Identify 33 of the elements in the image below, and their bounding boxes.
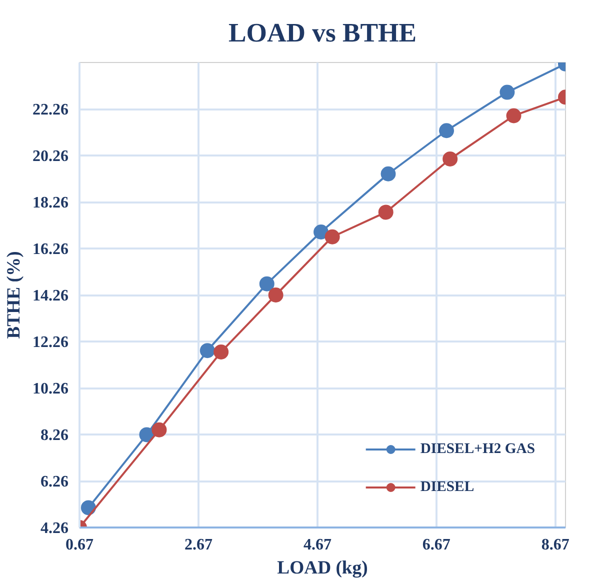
x-axis-title: LOAD (kg) [277, 558, 368, 578]
point [378, 204, 394, 220]
y-tick-label: 6.26 [40, 474, 68, 490]
y-tick-label: 20.26 [32, 148, 68, 165]
x-tick-label: 8.67 [541, 536, 570, 554]
y-tick-label: 4.26 [40, 520, 68, 537]
point [506, 108, 522, 124]
point [500, 84, 515, 100]
x-tick-label: 4.67 [303, 536, 332, 554]
y-tick-label: 16.26 [32, 241, 68, 258]
point [324, 229, 340, 244]
x-tick-label: 0.67 [66, 536, 94, 554]
point [442, 152, 458, 166]
y-tick-label: 22.26 [32, 102, 68, 118]
point [268, 288, 284, 302]
point [259, 276, 274, 292]
y-axis-title: BTHE (%) [4, 251, 24, 339]
y-tick-label: 18.26 [32, 194, 68, 212]
point [380, 166, 396, 182]
x-tick-label: 2.67 [184, 536, 212, 554]
y-tick-label: 8.26 [40, 427, 68, 444]
point [439, 123, 454, 138]
point [152, 422, 167, 438]
point [214, 344, 229, 360]
y-tick-label: 14.26 [32, 288, 68, 304]
point [314, 224, 329, 240]
legend-label: DIESEL [420, 478, 474, 496]
legend-label: DIESEL+H2 GAS [420, 440, 535, 458]
y-tick-label: 12.26 [32, 334, 68, 351]
chart-title: LOAD vs BTHE [228, 18, 417, 48]
x-tick-label: 6.67 [422, 536, 450, 554]
point [200, 343, 215, 358]
y-tick-label: 10.26 [32, 380, 68, 398]
